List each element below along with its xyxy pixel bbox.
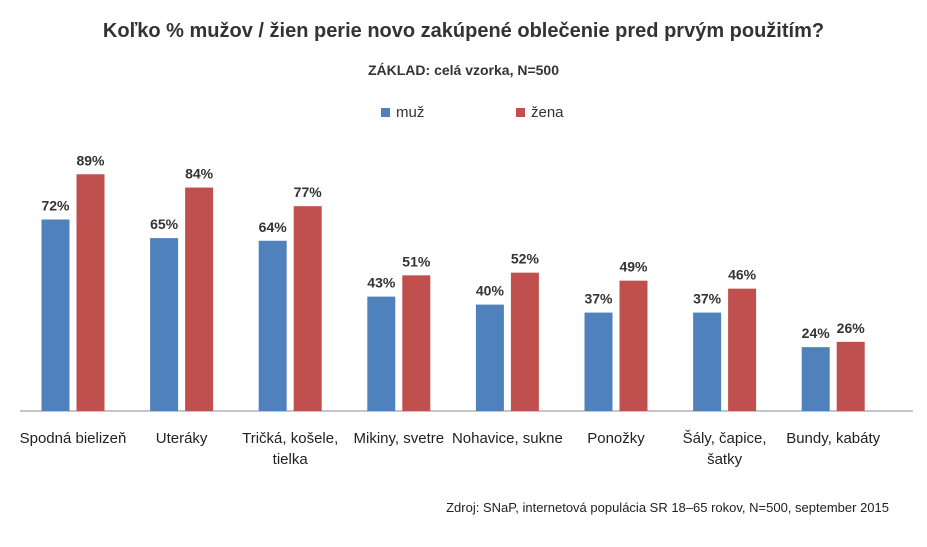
category-label: Uteráky xyxy=(155,430,208,447)
data-label-zena-7: 46% xyxy=(728,267,757,283)
category-label: Mikiny, svetre xyxy=(353,430,445,447)
bar-zena-4 xyxy=(402,275,431,411)
data-label-muz-5: 40% xyxy=(476,283,505,299)
legend-label-muz: muž xyxy=(396,104,425,121)
legend-label-zena: žena xyxy=(531,104,564,121)
data-label-muz-2: 65% xyxy=(150,216,179,232)
data-label-zena-6: 49% xyxy=(619,259,648,275)
bar-muz-7 xyxy=(693,312,722,411)
category-label: Bundy, kabáty xyxy=(786,430,881,447)
data-label-zena-2: 84% xyxy=(185,166,214,182)
bar-zena-3 xyxy=(293,206,322,411)
category-label: Ponožky xyxy=(587,430,645,447)
data-label-muz-3: 64% xyxy=(259,219,288,235)
bar-zena-6 xyxy=(619,280,648,411)
bar-muz-2 xyxy=(150,238,179,411)
data-label-muz-4: 43% xyxy=(367,275,396,291)
bar-zena-1 xyxy=(76,174,105,411)
bar-zena-8 xyxy=(836,341,865,411)
bar-muz-1 xyxy=(41,219,70,411)
data-label-zena-3: 77% xyxy=(294,184,323,200)
bar-zena-5 xyxy=(510,272,539,411)
bar-muz-8 xyxy=(801,347,830,411)
bar-muz-5 xyxy=(475,304,504,411)
data-label-zena-8: 26% xyxy=(837,320,866,336)
legend-swatch-muz xyxy=(381,108,390,117)
source-note: Zdroj: SNaP, internetová populácia SR 18… xyxy=(446,500,889,515)
bar-muz-4 xyxy=(367,296,396,411)
data-label-zena-5: 52% xyxy=(511,251,540,267)
legend-item-muz: muž xyxy=(381,104,424,121)
data-label-muz-6: 37% xyxy=(584,291,613,307)
legend: muž žena xyxy=(0,104,927,124)
bar-zena-2 xyxy=(185,187,214,411)
category-label: Spodná bielizeň xyxy=(19,430,127,447)
data-label-muz-7: 37% xyxy=(693,291,722,307)
data-label-muz-8: 24% xyxy=(802,325,831,341)
bar-muz-3 xyxy=(258,240,287,411)
data-label-zena-4: 51% xyxy=(402,253,431,269)
legend-swatch-zena xyxy=(516,108,525,117)
legend-item-zena: žena xyxy=(516,104,564,121)
category-label: Nohavice, sukne xyxy=(451,430,563,447)
data-label-muz-1: 72% xyxy=(41,197,70,213)
data-label-zena-1: 89% xyxy=(76,152,105,168)
chart-subtitle: ZÁKLAD: celá vzorka, N=500 xyxy=(367,62,560,78)
bar-zena-7 xyxy=(728,288,757,411)
bar-muz-6 xyxy=(584,312,613,411)
category-label: Tričká, košele, tielka xyxy=(242,430,339,468)
chart-title: Koľko % mužov / žien perie novo zakúpené… xyxy=(102,20,825,42)
category-label: Šály, čapice, šatky xyxy=(682,430,767,468)
